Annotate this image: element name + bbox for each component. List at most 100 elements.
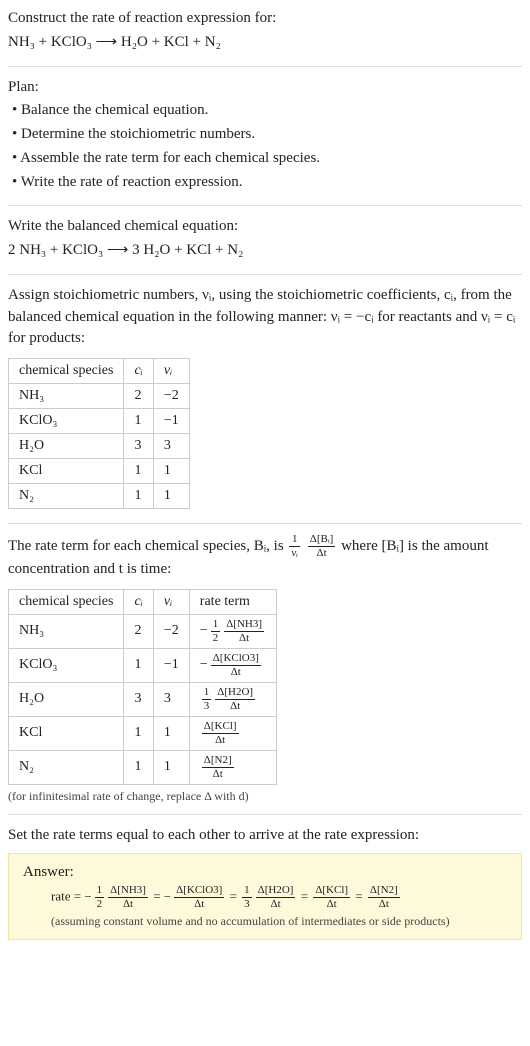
cell-species: KCl (9, 459, 124, 484)
fraction: Δ[KCl]Δt (202, 721, 239, 746)
fraction: 12 (211, 619, 221, 644)
cell-species: NH₃ (9, 614, 124, 648)
plan-item: • Assemble the rate term for each chemic… (8, 148, 522, 170)
section-conclusion: Set the rate terms equal to each other t… (8, 814, 522, 950)
frac-den: Δt (174, 898, 224, 910)
section-rate-terms: The rate term for each chemical species,… (8, 523, 522, 814)
frac-den: Δt (308, 547, 336, 559)
frac-num: Δ[KCl] (313, 885, 350, 898)
equals-sign: = (301, 888, 308, 903)
section-stoich: Assign stoichiometric numbers, νᵢ, using… (8, 274, 522, 523)
th-v: νᵢ (153, 589, 189, 614)
cell-v: 1 (153, 750, 189, 784)
frac-num: 1 (242, 885, 252, 898)
cell-c: 3 (124, 434, 153, 459)
answer-rate-expression: rate = −12Δ[NH3]Δt = −Δ[KClO3]Δt = 13Δ[H… (51, 885, 507, 910)
answer-box: Answer: rate = −12Δ[NH3]Δt = −Δ[KClO3]Δt… (8, 853, 522, 940)
cell-c: 3 (124, 682, 153, 716)
fraction: Δ[NH3]Δt (108, 885, 148, 910)
table-row: chemical species cᵢ νᵢ (9, 359, 190, 384)
cell-rate-term: −Δ[KClO3]Δt (189, 648, 276, 682)
equals-sign: = (153, 888, 160, 903)
frac-den: Δt (215, 700, 255, 712)
cell-c: 1 (124, 459, 153, 484)
minus-sign: − (200, 657, 208, 673)
table-row: NH₃ 2 −2 (9, 384, 190, 409)
frac-num: Δ[KClO3] (211, 653, 261, 666)
table-row: KClO₃1−1−Δ[KClO3]Δt (9, 648, 277, 682)
cell-v: −1 (153, 409, 189, 434)
cell-rate-term: Δ[N2]Δt (189, 750, 276, 784)
balanced-equation: 2 NH₃ + KClO₃ ⟶ 3 H₂O + KCl + N₂ (8, 240, 522, 262)
frac-num: Δ[H2O] (215, 687, 255, 700)
frac-num: Δ[Bᵢ] (308, 534, 336, 547)
cell-v: −2 (153, 614, 189, 648)
cell-v: 1 (153, 484, 189, 509)
minus-sign: − (164, 889, 171, 905)
cell-v: −2 (153, 384, 189, 409)
frac-den: Δt (211, 666, 261, 678)
cell-rate-term: −12Δ[NH3]Δt (189, 614, 276, 648)
frac-den: Δt (224, 632, 264, 644)
balanced-intro: Write the balanced chemical equation: (8, 216, 522, 238)
frac-num: 1 (289, 534, 300, 547)
fraction: Δ[KCl]Δt (313, 885, 350, 910)
cell-species: N₂ (9, 750, 124, 784)
cell-species: KClO₃ (9, 648, 124, 682)
minus-sign: − (200, 623, 208, 639)
cell-c: 2 (124, 614, 153, 648)
cell-c: 2 (124, 384, 153, 409)
unbalanced-equation: NH₃ + KClO₃ ⟶ H₂O + KCl + N₂ (8, 32, 522, 54)
frac-den: 3 (242, 898, 252, 910)
frac-num: 1 (202, 687, 212, 700)
cell-c: 1 (124, 484, 153, 509)
cell-v: 1 (153, 716, 189, 750)
frac-den: Δt (202, 734, 239, 746)
generic-coef-frac: 1 νᵢ (289, 534, 300, 559)
stoich-intro: Assign stoichiometric numbers, νᵢ, using… (8, 285, 522, 350)
frac-den: 2 (211, 632, 221, 644)
fraction: 13 (202, 687, 212, 712)
fraction: Δ[KClO3]Δt (211, 653, 261, 678)
frac-den: Δt (256, 898, 296, 910)
plan-item: • Determine the stoichiometric numbers. (8, 124, 522, 146)
table-row: H₂O 3 3 (9, 434, 190, 459)
th-v: νᵢ (153, 359, 189, 384)
frac-den: 3 (202, 700, 212, 712)
cell-species: KCl (9, 716, 124, 750)
cell-species: N₂ (9, 484, 124, 509)
fraction: Δ[KClO3]Δt (174, 885, 224, 910)
cell-v: 3 (153, 434, 189, 459)
section-header: Construct the rate of reaction expressio… (8, 8, 522, 66)
answer-title: Answer: (23, 864, 507, 881)
frac-den: νᵢ (289, 547, 300, 559)
cell-v: −1 (153, 648, 189, 682)
cell-c: 1 (124, 716, 153, 750)
stoich-table: chemical species cᵢ νᵢ NH₃ 2 −2 KClO₃ 1 … (8, 358, 190, 509)
frac-den: Δt (108, 898, 148, 910)
cell-species: H₂O (9, 682, 124, 716)
cell-v: 1 (153, 459, 189, 484)
section-plan: Plan: • Balance the chemical equation. •… (8, 66, 522, 206)
frac-num: 1 (211, 619, 221, 632)
fraction: Δ[N2]Δt (202, 755, 234, 780)
table-row: N₂ 1 1 (9, 484, 190, 509)
frac-num: Δ[NH3] (108, 885, 148, 898)
frac-den: Δt (368, 898, 400, 910)
cell-species: H₂O (9, 434, 124, 459)
frac-num: Δ[N2] (202, 755, 234, 768)
th-rate-term: rate term (189, 589, 276, 614)
prompt-text: Construct the rate of reaction expressio… (8, 8, 522, 30)
frac-num: Δ[KClO3] (174, 885, 224, 898)
table-row: KCl 1 1 (9, 459, 190, 484)
frac-num: Δ[H2O] (256, 885, 296, 898)
fraction: 12 (95, 885, 105, 910)
cell-rate-term: 13Δ[H2O]Δt (189, 682, 276, 716)
th-c: cᵢ (124, 359, 153, 384)
table-row: KCl11Δ[KCl]Δt (9, 716, 277, 750)
cell-c: 1 (124, 750, 153, 784)
rate-terms-intro: The rate term for each chemical species,… (8, 534, 522, 581)
fraction: Δ[N2]Δt (368, 885, 400, 910)
section-balanced: Write the balanced chemical equation: 2 … (8, 205, 522, 274)
generic-rate-frac: Δ[Bᵢ] Δt (308, 534, 336, 559)
